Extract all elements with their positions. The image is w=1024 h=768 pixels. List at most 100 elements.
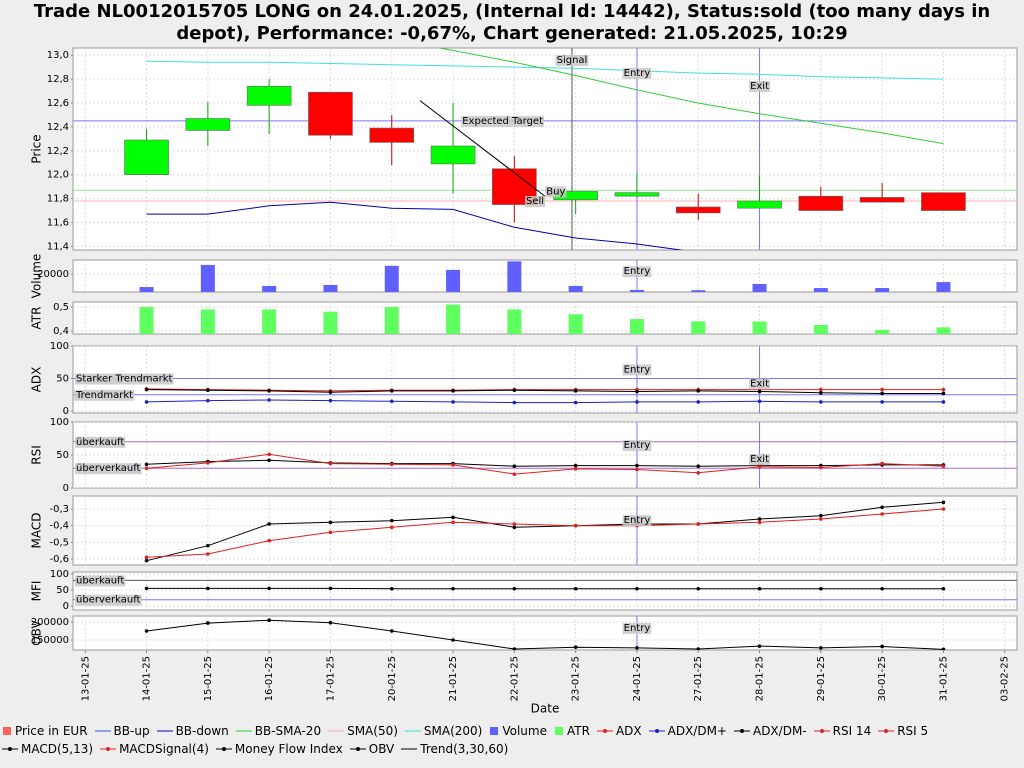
point	[941, 464, 946, 469]
reference-label: Expected Target	[462, 116, 543, 127]
y-axis-label: RSI	[30, 445, 44, 465]
legend-item: RSI 5	[878, 724, 928, 738]
y-tick-label: 0,4	[53, 326, 69, 337]
bar	[691, 321, 706, 334]
trend-line	[419, 100, 546, 197]
legend-item: ATR	[554, 724, 590, 738]
legend-icon	[3, 727, 11, 735]
candle-body	[308, 91, 353, 136]
label-box	[75, 373, 174, 385]
legend-label: SMA(200)	[423, 724, 483, 738]
event-label: Entry	[624, 623, 651, 634]
bar	[875, 288, 890, 292]
legend-icon	[235, 730, 252, 732]
point	[573, 586, 578, 591]
point	[451, 520, 455, 525]
bar	[446, 269, 461, 292]
y-tick-label: 150000	[31, 635, 69, 646]
x-tick-label: 22-01-25	[509, 656, 520, 701]
series-line	[146, 619, 944, 650]
point	[941, 507, 946, 511]
panel	[73, 422, 1017, 488]
legend-icon	[94, 730, 111, 732]
series-line	[436, 48, 944, 145]
legend-swatch	[602, 729, 607, 733]
point	[206, 398, 210, 403]
point	[696, 647, 701, 650]
point	[819, 646, 823, 650]
point	[451, 400, 455, 404]
point	[696, 471, 701, 475]
point	[757, 520, 762, 525]
reference-label: überverkauft	[76, 463, 141, 474]
legend-label: ADX/DM-	[752, 724, 807, 738]
point	[819, 517, 823, 521]
legend-swatch	[490, 727, 499, 735]
legend-label: ADX/DM+	[667, 724, 727, 738]
legend-icon	[813, 729, 830, 733]
point	[267, 458, 271, 463]
y-tick-label: 50	[56, 450, 69, 461]
y-tick-label: 100	[50, 341, 69, 352]
panel	[73, 302, 1017, 334]
legend-icon	[404, 730, 421, 732]
y-tick-label: 11,6	[47, 218, 69, 229]
label-box	[749, 378, 771, 390]
event-label: Entry	[624, 266, 651, 277]
x-tick-label: 16-01-25	[264, 656, 275, 701]
y-tick-label: -0,4	[49, 521, 69, 532]
legend-icon	[554, 727, 563, 735]
candle-body	[614, 192, 660, 197]
point	[389, 518, 394, 523]
point	[941, 647, 946, 650]
series-line	[146, 388, 944, 392]
series-line	[146, 459, 944, 467]
label-box	[622, 364, 652, 376]
point	[880, 505, 884, 510]
panel	[73, 616, 1017, 650]
point	[144, 462, 149, 467]
bar	[629, 290, 644, 292]
point	[206, 388, 210, 393]
legend-item: BB-SMA-20	[235, 724, 321, 738]
x-tick-label: 23-01-25	[571, 656, 582, 701]
legend-label: Trend(3,30,60)	[420, 742, 509, 756]
point	[144, 387, 149, 392]
point	[389, 629, 394, 633]
point	[819, 391, 823, 395]
point	[635, 467, 639, 472]
label-box	[622, 622, 652, 634]
point	[696, 464, 701, 469]
point	[880, 461, 884, 466]
x-tick-label: 28-01-25	[755, 656, 766, 701]
legend-icon	[2, 747, 18, 751]
legend-item: BB-up	[94, 724, 150, 738]
point	[696, 586, 701, 591]
y-axis-label: Volume	[30, 254, 44, 299]
point	[144, 558, 149, 563]
point	[328, 398, 333, 403]
panel	[73, 496, 1017, 565]
point	[635, 586, 639, 591]
point	[635, 400, 639, 404]
y-axis-label: ATR	[30, 307, 44, 330]
legend-swatch	[654, 729, 659, 733]
chart-title: depot), Performance: -0,67%, Chart gener…	[176, 23, 847, 44]
legend-label: ATR	[566, 724, 590, 738]
legend-swatch	[819, 729, 824, 733]
event-label: Entry	[624, 68, 651, 79]
legend-icon	[349, 747, 366, 751]
legend-swatch	[554, 727, 563, 735]
legend-label: RSI 5	[897, 724, 929, 738]
x-tick-label: 15-01-25	[203, 656, 214, 701]
y-tick-label: 11,8	[47, 194, 69, 205]
bar	[568, 285, 583, 292]
candle-body	[921, 192, 966, 211]
event-label: Entry	[624, 440, 651, 451]
candle-body	[798, 195, 844, 211]
legend-item: Volume	[489, 724, 547, 738]
label-box	[749, 454, 771, 466]
y-tick-label: -0,5	[49, 537, 69, 548]
legend-item: RSI 14	[813, 724, 871, 738]
plot-area	[72, 571, 1018, 611]
